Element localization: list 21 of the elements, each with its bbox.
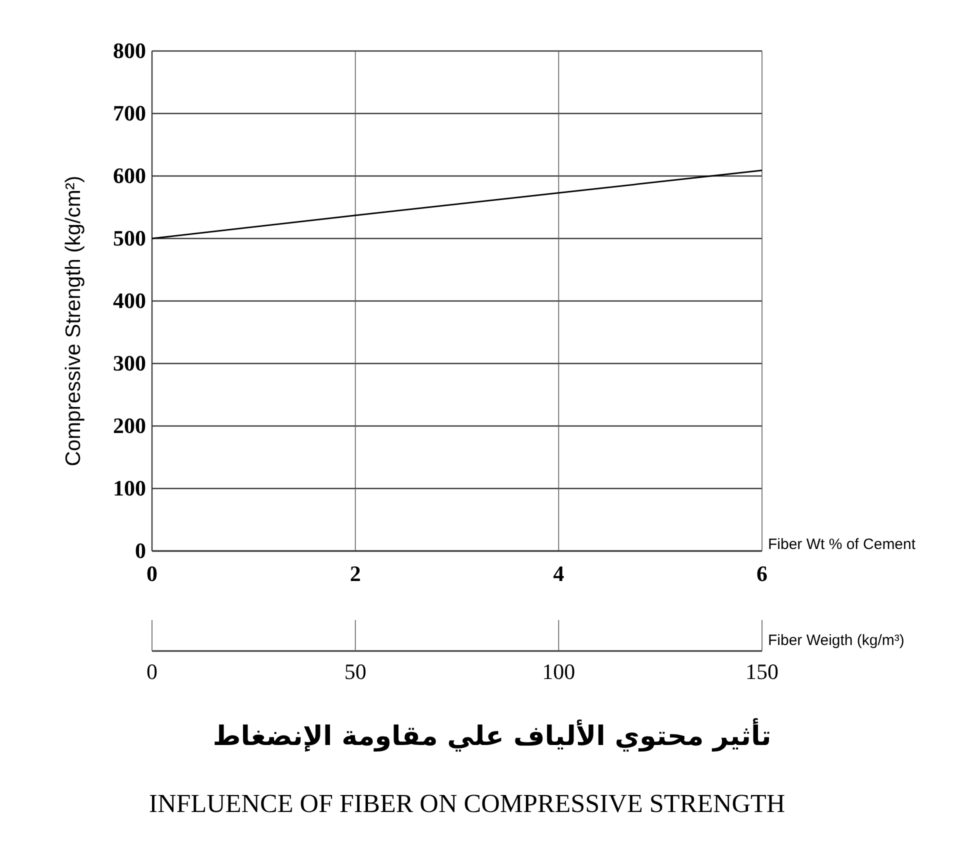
line-series	[151, 170, 763, 240]
y-tick-label: 600	[113, 163, 146, 188]
x-axis-title: Fiber Wt % of Cement	[768, 536, 916, 553]
y-tick-label: 300	[113, 350, 146, 376]
x2-tick-label: 50	[344, 659, 366, 684]
x-tick-label: 4	[553, 561, 564, 586]
y-tick-label: 200	[113, 413, 146, 438]
y-tick-label: 500	[113, 226, 146, 250]
y-tick-label: 400	[113, 288, 146, 313]
x-tick-label: 6	[756, 561, 768, 586]
x2-tick-label: 100	[542, 659, 576, 684]
text: تأثير محتوي الألياف علي مقاومة الإنضغاط	[212, 718, 772, 752]
y-tick-label: 100	[113, 476, 146, 500]
y-tick-label: 700	[113, 100, 146, 126]
x-tick-label: 2	[350, 561, 361, 586]
x2-tick-label: 150	[746, 659, 778, 684]
x2-axis-title: Fiber Weigth (kg/m³)	[768, 632, 904, 649]
y-tick-label: 800	[113, 38, 146, 63]
y-axis-title: Compressive Strength (kg/cm²)	[62, 176, 85, 466]
text: INFLUENCE OF FIBER ON COMPRESSIVE STRENGTH	[148, 789, 786, 818]
y-tick-label: 0	[135, 538, 146, 563]
